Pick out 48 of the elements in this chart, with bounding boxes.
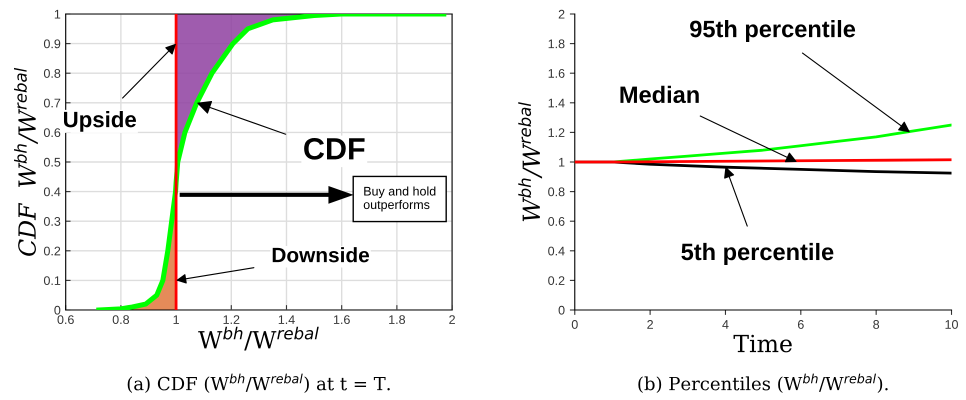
y-tick-label: 1.8 <box>548 39 565 48</box>
annotation: 5th percentile <box>681 242 834 265</box>
y-tick-label: 0 <box>54 306 60 315</box>
y-axis-title: CDF W$^{bh}$/W$^{rebal}$ <box>14 68 38 256</box>
y-tick-label: 0.2 <box>44 246 60 256</box>
x-axis-title: Time <box>734 334 792 352</box>
y-tick-label: 0.7 <box>44 98 60 108</box>
y-tick-label: 0 <box>558 306 565 315</box>
annotation: Upside <box>64 111 136 132</box>
y-tick-label: 0.2 <box>548 276 564 286</box>
y-tick-label: 1.6 <box>548 69 564 78</box>
y-tick-label: 0.8 <box>44 69 60 78</box>
x-tick-label: 1.2 <box>224 315 240 324</box>
x-tick-label: 2 <box>647 320 653 329</box>
x-tick-label: 0.8 <box>112 315 130 324</box>
x-tick-label: 4 <box>722 320 729 329</box>
text: (b) Percentiles (W$^{bh}$/W$^{rebal}$). <box>638 374 888 393</box>
x-tick-label: 0 <box>572 320 578 329</box>
annotation: CDF <box>304 138 365 160</box>
y-tick-label: 1 <box>54 10 60 19</box>
y-tick-label: 0.3 <box>44 217 60 226</box>
x-tick-label: 1.8 <box>389 315 406 324</box>
annotation: 95th percentile <box>690 20 856 42</box>
y-tick-label: 1.4 <box>548 98 565 108</box>
y-tick-label: 1 <box>559 158 564 167</box>
x-tick-label: 1.4 <box>278 315 295 324</box>
annotation: Median <box>620 86 699 104</box>
x-tick-label: 2 <box>449 315 455 324</box>
y-tick-label: 0.6 <box>44 128 60 138</box>
x-tick-label: 10 <box>946 320 958 329</box>
y-tick-label: 0.4 <box>548 246 565 256</box>
y-tick-label: 0.9 <box>44 39 60 48</box>
x-axis-title: W$^{bh}$/W$^{rebal}$ <box>198 326 319 351</box>
annotation: Downside <box>272 247 370 262</box>
y-tick-label: 0.5 <box>44 158 60 167</box>
text: (a) CDF (W$^{bh}$/W$^{rebal}$) at t = T. <box>128 374 390 393</box>
x-tick-label: 1 <box>174 315 179 324</box>
y-tick-label: 2 <box>558 10 564 19</box>
y-tick-label: 0.8 <box>548 187 565 196</box>
x-tick-label: 1.6 <box>334 315 350 324</box>
y-axis-title: W$^{bh}$/W$^{rebal}$ <box>518 102 542 222</box>
annotation: Buy and hold outperforms <box>364 186 436 212</box>
y-tick-label: 1.2 <box>548 128 564 137</box>
x-tick-label: 8 <box>873 320 880 329</box>
y-tick-label: 0.1 <box>44 276 60 286</box>
y-tick-label: 0.4 <box>44 187 60 196</box>
x-tick-label: 6 <box>798 320 804 329</box>
y-tick-label: 0.6 <box>548 217 564 226</box>
